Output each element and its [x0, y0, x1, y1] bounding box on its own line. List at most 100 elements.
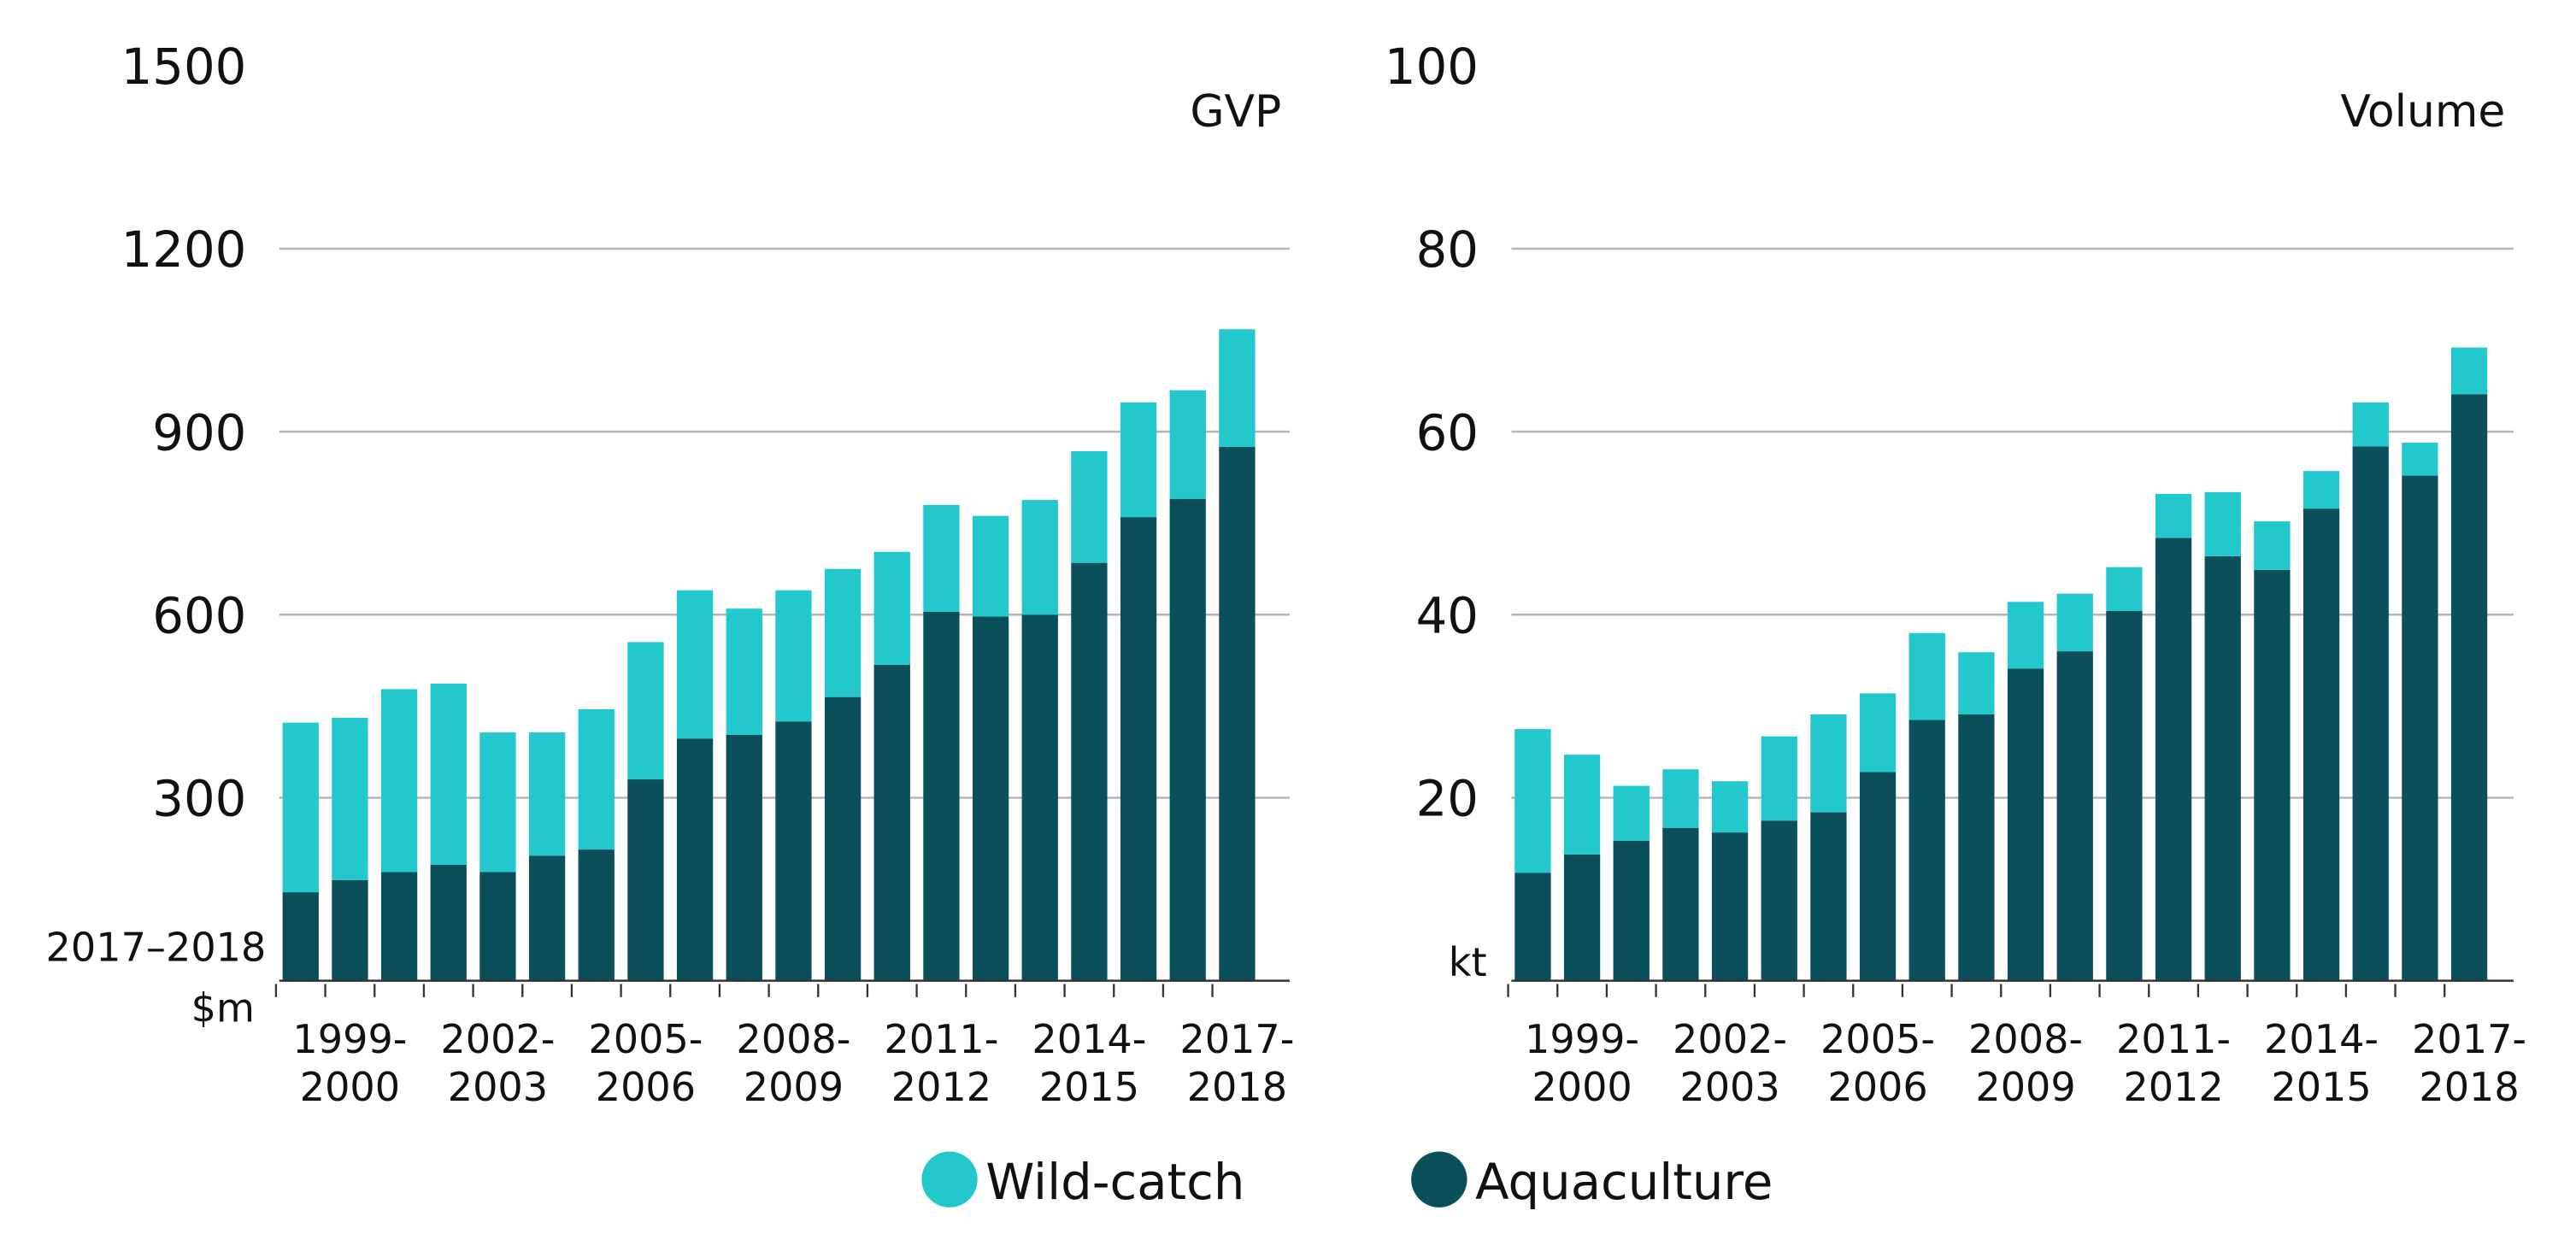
- bar-segment: [1563, 854, 1601, 981]
- y-tick-label: 80: [1416, 220, 1479, 279]
- bar-segment: [2155, 493, 2192, 538]
- y-tick-label: 40: [1416, 586, 1479, 644]
- x-tick-label: 2014-2015: [2264, 1016, 2379, 1110]
- bar-segment: [2450, 394, 2488, 981]
- y-unit-label: 2017–2018: [46, 925, 267, 971]
- bar-segment: [1711, 781, 1749, 833]
- bar-segment: [380, 872, 418, 981]
- bar-segment: [2106, 611, 2143, 981]
- x-tick-label: 2017-2018: [2412, 1016, 2526, 1110]
- bar-segment: [1958, 714, 1995, 981]
- legend-label: Wild-catch: [985, 1153, 1244, 1211]
- bar-segment: [1219, 447, 1256, 981]
- bar-segment: [1120, 402, 1157, 518]
- bar-segment: [2352, 446, 2389, 981]
- bar-segment: [676, 590, 714, 739]
- y-tick-label: 20: [1416, 770, 1479, 828]
- bar-segment: [1514, 729, 1551, 873]
- bar-segment: [1169, 390, 1206, 499]
- bar-segment: [1711, 832, 1749, 981]
- bar-segment: [1021, 500, 1058, 615]
- x-tick-label: 2008-2009: [1968, 1016, 2083, 1110]
- bar-segment: [1859, 772, 1897, 981]
- y-tick-label: 300: [152, 770, 246, 828]
- bar-segment: [2254, 521, 2291, 570]
- bar-segment: [578, 849, 615, 981]
- x-tick-label: 2014-2015: [1032, 1016, 1146, 1110]
- bar-segment: [2056, 651, 2093, 981]
- bar-segment: [2155, 538, 2192, 981]
- bar-segment: [2007, 602, 2044, 669]
- bar-segment: [1908, 720, 1945, 981]
- x-tick-label: 2011-2012: [884, 1016, 998, 1110]
- y-tick-label: 1500: [121, 38, 247, 96]
- x-tick-label: 2011-2012: [2116, 1016, 2231, 1110]
- bar-segment: [627, 779, 664, 981]
- bar-segment: [972, 616, 1009, 981]
- x-tick-label: 2002-2003: [1673, 1016, 1787, 1110]
- bar-segment: [1761, 736, 1797, 821]
- bar-segment: [430, 864, 467, 981]
- y-unit-label: kt: [1449, 939, 1487, 985]
- bar-segment: [2106, 567, 2143, 612]
- bar-segment: [873, 664, 910, 981]
- bar-segment: [1662, 769, 1699, 828]
- y-tick-label: 600: [152, 586, 246, 644]
- bar-segment: [1219, 329, 1256, 448]
- bar-segment: [676, 738, 714, 981]
- bar-segment: [1120, 517, 1157, 981]
- y-unit-label: $m: [191, 985, 255, 1031]
- bar-segment: [627, 642, 664, 780]
- bar-segment: [1169, 498, 1206, 981]
- bar-segment: [479, 872, 516, 981]
- bar-segment: [1563, 755, 1601, 855]
- bar-segment: [1613, 840, 1650, 981]
- bar-segment: [2303, 508, 2340, 981]
- bar-segment: [2402, 443, 2438, 476]
- bar-segment: [332, 717, 368, 880]
- bar-segment: [1761, 820, 1797, 981]
- bar-segment: [2056, 593, 2093, 652]
- bar-segment: [873, 551, 910, 665]
- bar-segment: [2303, 471, 2340, 509]
- bar-segment: [1021, 614, 1058, 981]
- legend-swatch: [921, 1151, 978, 1208]
- x-tick-label: 1999-2000: [1525, 1016, 1639, 1110]
- bar-segment: [923, 504, 960, 612]
- chart-title: GVP: [1190, 86, 1281, 138]
- bar-segment: [2402, 475, 2438, 981]
- bar-segment: [1662, 827, 1699, 981]
- bar-segment: [775, 590, 812, 722]
- x-tick-label: 2002-2003: [440, 1016, 555, 1110]
- bar-segment: [2352, 402, 2389, 447]
- bar-segment: [2254, 569, 2291, 981]
- bar-segment: [1810, 812, 1847, 981]
- bar-segment: [1908, 632, 1945, 720]
- bar-segment: [528, 855, 566, 981]
- bar-segment: [1071, 451, 1108, 563]
- y-tick-label: 1200: [121, 220, 247, 279]
- bar-segment: [1810, 714, 1847, 813]
- bar-segment: [923, 611, 960, 981]
- bar-segment: [2450, 347, 2488, 395]
- x-tick-label: 1999-2000: [292, 1016, 407, 1110]
- bar-segment: [1859, 693, 1897, 773]
- bar-segment: [726, 608, 762, 735]
- x-tick-label: 2008-2009: [736, 1016, 850, 1110]
- legend-label: Aquaculture: [1475, 1153, 1773, 1211]
- bar-segment: [479, 732, 516, 873]
- bar-segment: [775, 721, 812, 981]
- bar-segment: [282, 722, 319, 893]
- bar-segment: [824, 696, 862, 981]
- y-tick-label: 60: [1416, 403, 1479, 461]
- x-tick-label: 2005-2006: [1820, 1016, 1935, 1110]
- bar-segment: [1958, 652, 1995, 715]
- bar-segment: [528, 732, 566, 856]
- bar-segment: [578, 708, 615, 850]
- bar-segment: [972, 515, 1009, 617]
- bar-segment: [332, 879, 368, 981]
- bar-segment: [2007, 668, 2044, 981]
- x-tick-label: 2017-2018: [1179, 1016, 1294, 1110]
